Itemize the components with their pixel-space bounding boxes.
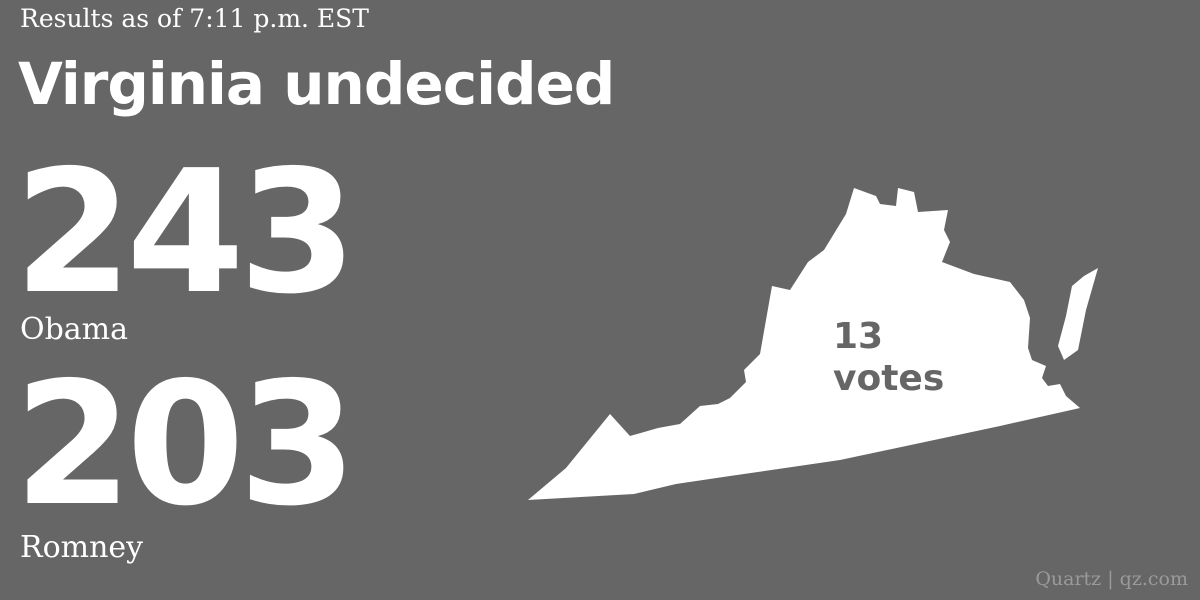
romney-label: Romney bbox=[20, 530, 144, 565]
virginia-mainland-shape bbox=[528, 188, 1080, 500]
state-electoral-votes-count: 13 bbox=[833, 316, 884, 357]
virginia-eastern-shore-shape bbox=[1058, 268, 1098, 360]
obama-label: Obama bbox=[20, 312, 129, 347]
obama-electoral-votes: 243 bbox=[14, 134, 357, 332]
source-credit: Quartz | qz.com bbox=[1035, 568, 1188, 590]
headline: Virginia undecided bbox=[18, 50, 615, 118]
romney-electoral-votes: 203 bbox=[14, 346, 357, 544]
state-votes-word: votes bbox=[833, 358, 945, 399]
state-votes-label: 13 votes bbox=[833, 316, 944, 400]
results-timestamp: Results as of 7:11 p.m. EST bbox=[20, 4, 369, 33]
